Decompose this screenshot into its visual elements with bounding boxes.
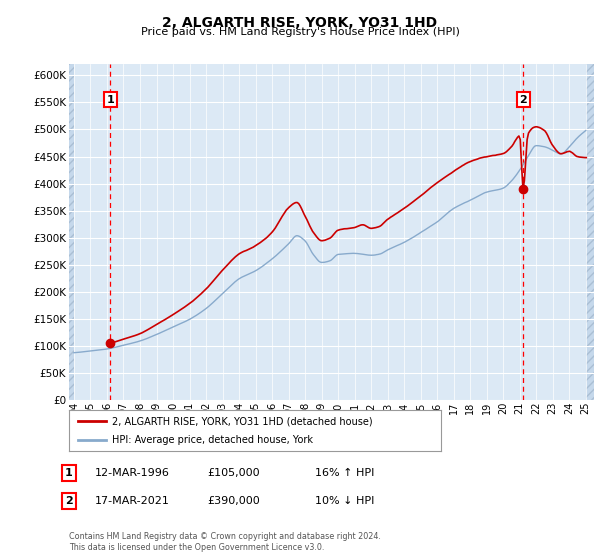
Text: £105,000: £105,000 — [207, 468, 260, 478]
Text: 1: 1 — [65, 468, 73, 478]
Text: Price paid vs. HM Land Registry's House Price Index (HPI): Price paid vs. HM Land Registry's House … — [140, 27, 460, 37]
Text: Contains HM Land Registry data © Crown copyright and database right 2024.
This d: Contains HM Land Registry data © Crown c… — [69, 532, 381, 552]
Text: 2, ALGARTH RISE, YORK, YO31 1HD: 2, ALGARTH RISE, YORK, YO31 1HD — [163, 16, 437, 30]
Text: 1: 1 — [106, 95, 114, 105]
Text: 2, ALGARTH RISE, YORK, YO31 1HD (detached house): 2, ALGARTH RISE, YORK, YO31 1HD (detache… — [112, 417, 373, 426]
Text: 12-MAR-1996: 12-MAR-1996 — [95, 468, 170, 478]
Text: 10% ↓ HPI: 10% ↓ HPI — [315, 496, 374, 506]
Text: 16% ↑ HPI: 16% ↑ HPI — [315, 468, 374, 478]
Text: £390,000: £390,000 — [207, 496, 260, 506]
Text: HPI: Average price, detached house, York: HPI: Average price, detached house, York — [112, 435, 313, 445]
Text: 2: 2 — [65, 496, 73, 506]
Text: 17-MAR-2021: 17-MAR-2021 — [95, 496, 170, 506]
Text: 2: 2 — [519, 95, 527, 105]
